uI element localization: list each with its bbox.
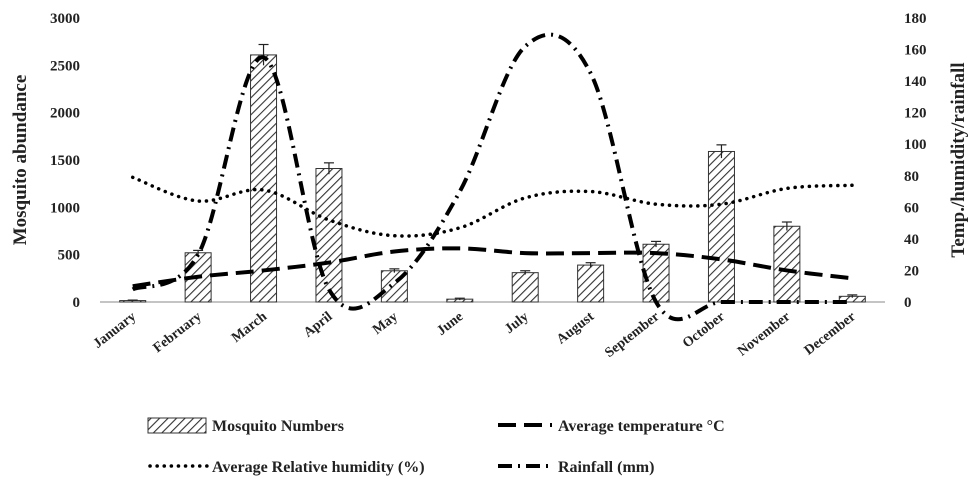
category-labels: January February March April May June July Augu… [91,309,859,361]
right-tick-label: 120 [904,106,927,122]
category-label: June [434,309,466,339]
left-tick-label: 1000 [50,200,80,216]
bar-july [511,272,539,303]
legend-label-bars: Mosquito Numbers [212,418,344,435]
error-bars [127,43,858,302]
line-dash [132,246,853,289]
left-tick-label: 0 [73,295,81,311]
right-axis-title: Temp./humidity/rainfall [948,62,969,257]
legend-label-rainfall: Rainfall (mm) [558,459,654,476]
legend-swatch-bars [147,417,207,434]
left-y-axis-ticks: 0 500 1000 1500 2000 2500 3000 [50,11,80,311]
right-tick-label: 0 [904,295,912,311]
left-tick-label: 3000 [50,11,80,27]
legend: Mosquito Numbers Average temperature °C … [147,417,725,476]
bar-november [773,225,801,303]
category-label: July [502,309,531,337]
right-y-axis-ticks: 0 20 40 60 80 100 120 140 160 180 [904,11,927,311]
category-label: January [91,309,139,351]
legend-label-temperature: Average temperature °C [558,418,725,435]
bar-october [707,150,735,303]
category-label: May [370,309,401,338]
right-tick-label: 80 [904,169,919,185]
right-tick-label: 180 [904,11,927,27]
line-series [130,32,855,322]
right-tick-label: 40 [904,232,919,248]
line-dashdot [131,32,853,322]
right-tick-label: 20 [904,263,919,279]
category-label: August [554,309,597,347]
error-bar [127,299,138,302]
error-bar [454,297,465,301]
error-bar [781,221,792,231]
left-tick-label: 500 [58,248,81,264]
right-tick-label: 140 [904,74,927,90]
category-label: October [680,309,728,351]
error-bar [193,249,204,256]
error-bar [389,268,400,273]
error-bar [716,144,727,159]
error-bar [585,262,596,268]
left-tick-label: 2000 [50,106,80,122]
bar-march [250,54,278,303]
bar-august [577,264,605,303]
category-label: March [229,309,270,346]
category-label: February [151,309,205,356]
legend-label-humidity: Average Relative humidity (%) [212,459,425,476]
left-axis-title: Mosquito abundance [10,75,31,246]
category-label: November [735,309,793,359]
right-tick-label: 160 [904,43,927,59]
line-dot [130,175,855,238]
category-label: December [802,309,859,358]
left-tick-label: 2500 [50,58,80,74]
error-bar [651,240,662,248]
error-bar [323,162,334,175]
error-bar [847,294,858,298]
error-bar [258,43,269,66]
category-label: September [602,309,662,361]
right-tick-label: 60 [904,200,919,216]
error-bar [520,270,531,275]
right-tick-label: 100 [904,137,927,153]
bar-april [315,168,343,303]
category-label: April [301,309,335,341]
left-tick-label: 1500 [50,153,80,169]
